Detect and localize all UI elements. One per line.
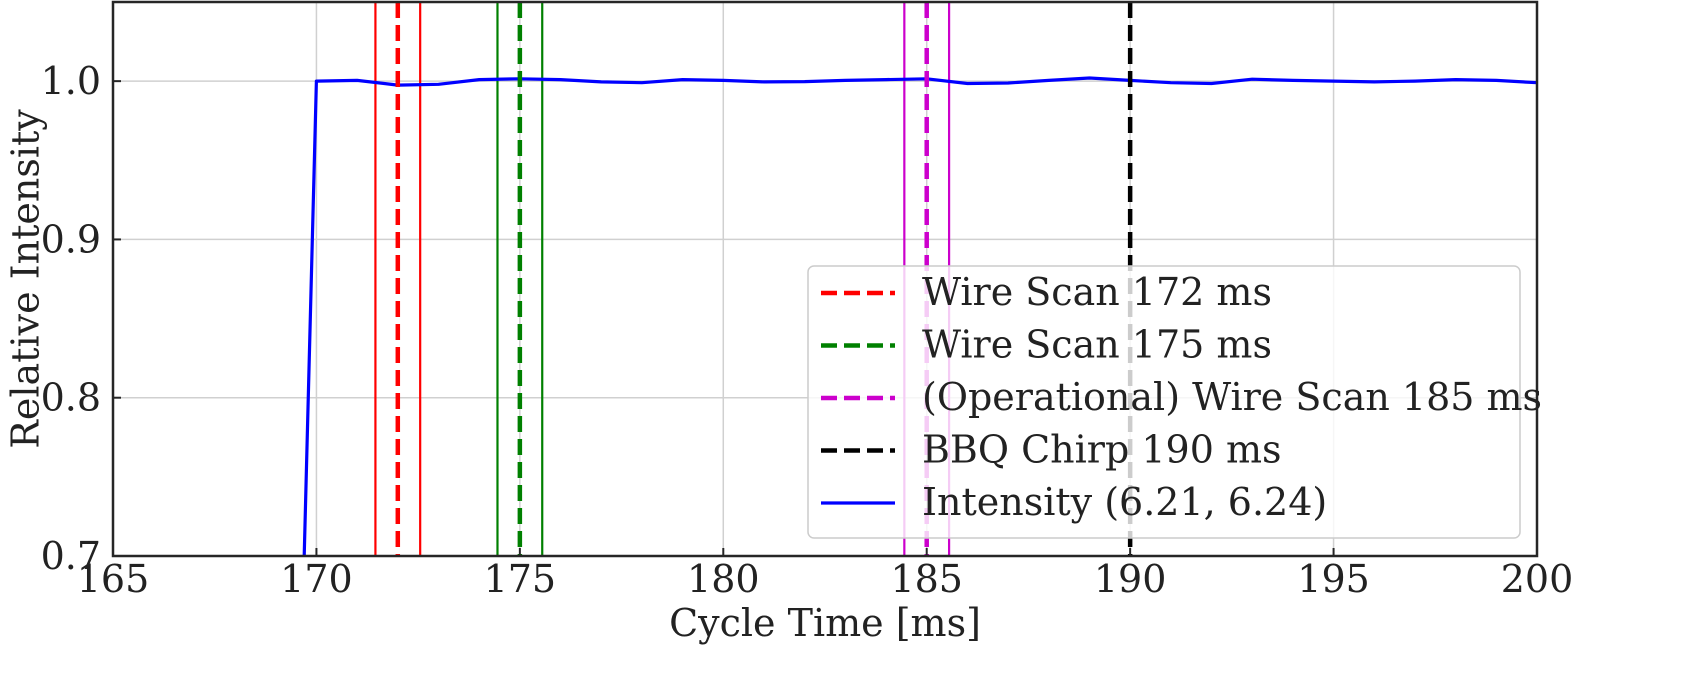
plot-frame (111, 0, 1539, 558)
series-line-intensity-6-21-6-24 (302, 76, 1538, 557)
x-axis-label: Cycle Time [ms] (669, 601, 981, 645)
y-tick-label: 0.9 (41, 217, 101, 261)
y-tick-label: 0.8 (41, 376, 101, 420)
x-tick-label: 165 (77, 557, 150, 601)
legend-label-intensity-6-21-6-24: Intensity (6.21, 6.24) (922, 480, 1327, 524)
x-tick-label: 180 (687, 557, 760, 601)
tick-labels: 165 170 175 180 185 190 195 200 0.7 0.8 0.9 1.0 (41, 59, 1574, 601)
legend-box (807, 265, 1521, 539)
x-tick-label: 170 (280, 557, 353, 601)
legend: Wire Scan 172 ms Wire Scan 175 ms (Operati… (807, 265, 1542, 539)
x-tick-label: 195 (1297, 557, 1370, 601)
legend-label-wire-scan-172-ms: Wire Scan 172 ms (922, 270, 1272, 314)
legend-label-wire-scan-175-ms: Wire Scan 175 ms (922, 323, 1272, 367)
x-tick-label: 200 (1501, 557, 1574, 601)
y-tick-label: 1.0 (41, 59, 101, 103)
y-tick-label: 0.7 (41, 534, 101, 578)
y-axis-label: Relative Intensity (4, 109, 48, 449)
series-layer (302, 76, 1538, 557)
x-tick-label: 190 (1094, 557, 1167, 601)
x-tick-label: 185 (890, 557, 963, 601)
legend-label-bbq-chirp-190-ms: BBQ Chirp 190 ms (922, 428, 1282, 472)
x-tick-label: 175 (484, 557, 557, 601)
legend-label-operational-wire-scan-185-ms: (Operational) Wire Scan 185 ms (922, 375, 1542, 419)
